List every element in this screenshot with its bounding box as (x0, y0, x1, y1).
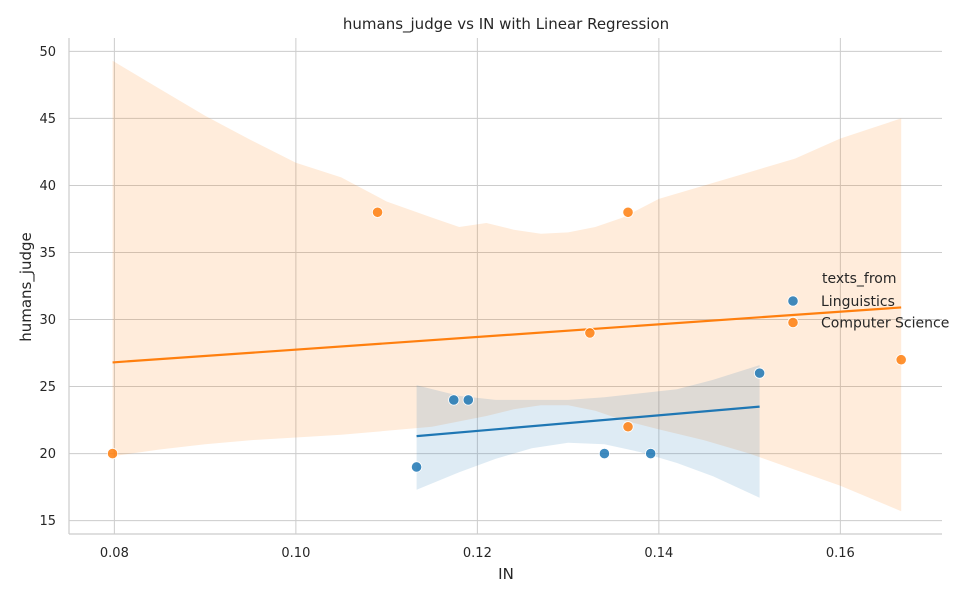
axes-layer (68, 38, 942, 535)
grid-layer (69, 38, 942, 534)
scatter-point-linguistics (645, 447, 657, 460)
x-tick-label: 0.08 (100, 546, 129, 561)
legend-marker (787, 316, 799, 329)
legend-label: Linguistics (821, 294, 895, 310)
chart-title: humans_judge vs IN with Linear Regressio… (343, 15, 669, 34)
regression-line-linguistics (416, 405, 760, 438)
scatter-point-linguistics (753, 367, 766, 379)
y-axis-title: humans_judge (17, 232, 36, 342)
y-tick-label: 40 (39, 179, 56, 194)
scatter-point-computer-science (622, 206, 634, 218)
confidence-band-computer-science (112, 60, 902, 512)
x-tick-label: 0.14 (644, 546, 673, 561)
scatter-point-linguistics (410, 461, 423, 473)
legend: texts_from Linguistics Computer Science (787, 271, 949, 332)
regression-line-computer-science (112, 306, 902, 364)
scatter-point-computer-science (622, 421, 634, 433)
y-tick-label: 20 (39, 447, 56, 462)
scatter-point-computer-science (895, 354, 907, 366)
confidence-band-linguistics (416, 365, 760, 498)
confidence-band-layer (112, 60, 902, 512)
regression-line-layer (112, 306, 902, 438)
y-tick-label: 45 (39, 112, 56, 127)
y-tick-label: 30 (39, 313, 56, 328)
x-tick-label: 0.12 (463, 546, 492, 561)
x-tick-label: 0.16 (826, 546, 855, 561)
y-tick-label: 50 (39, 45, 56, 60)
scatter-point-linguistics (448, 394, 460, 406)
x-axis-title: IN (498, 565, 514, 583)
legend-marker (787, 295, 799, 307)
scatter-point-computer-science (106, 447, 119, 460)
scatter-point-layer (106, 206, 907, 473)
legend-title: texts_from (822, 271, 897, 287)
scatter-point-linguistics (598, 447, 611, 460)
y-tick-label: 25 (39, 380, 56, 395)
scatter-point-computer-science (584, 327, 596, 339)
legend-label: Computer Science (821, 316, 949, 332)
y-tick-label: 35 (39, 246, 56, 261)
y-tick-label: 15 (39, 514, 56, 529)
scatter-point-computer-science (371, 206, 384, 218)
legend-entries: Linguistics Computer Science (787, 294, 949, 332)
x-tick-label: 0.10 (281, 546, 310, 561)
tick-label-layer: 0.08 0.10 0.12 0.14 0.16 15 20 25 30 35 40 45 50 (39, 45, 854, 561)
scatter-point-linguistics (462, 394, 474, 406)
